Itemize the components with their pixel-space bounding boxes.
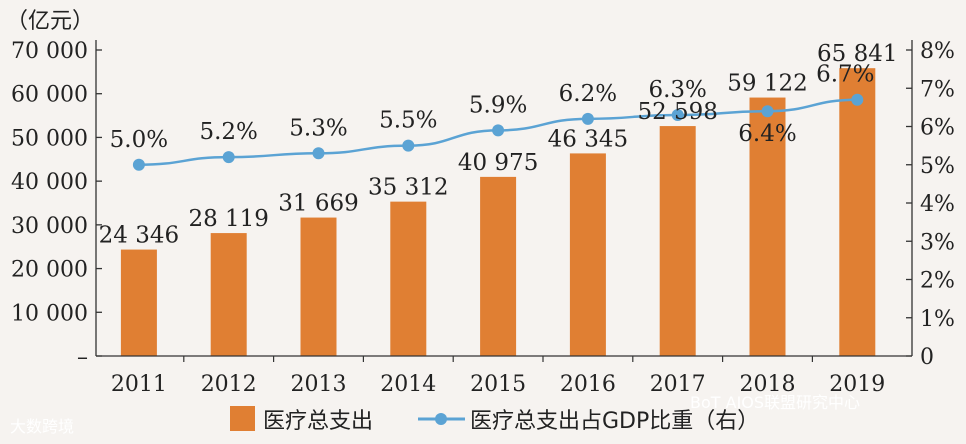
left-axis-unit-label: （亿元） [6, 9, 94, 34]
bar-value-label: 28 119 [188, 206, 268, 232]
x-tick-label: 2012 [201, 372, 257, 397]
gdp-ratio-label: 5.3% [289, 115, 347, 141]
gdp-ratio-line-layer [132, 93, 864, 171]
x-tick-label: 2016 [560, 372, 616, 397]
legend-bar-label: 医疗总支出 [263, 409, 373, 434]
gdp-ratio-point-2018 [761, 105, 774, 118]
right-tick-label: 5% [920, 154, 955, 179]
bar-value-label: 52 598 [637, 99, 717, 125]
x-tick-label: 2015 [470, 372, 526, 397]
right-tick-label: 2% [920, 269, 955, 294]
bar-2015 [480, 176, 517, 356]
watermark-right: BoT AIOS联盟研究中心 [690, 393, 860, 412]
bar-2011 [120, 249, 157, 356]
bar-value-label: 31 669 [278, 191, 358, 217]
bar-value-label: 40 975 [458, 150, 538, 176]
bar-value-label: 35 312 [368, 175, 448, 201]
left-tick-label: 60 000 [11, 83, 88, 108]
gdp-ratio-point-2014 [402, 139, 415, 152]
gdp-ratio-point-2019 [851, 93, 864, 106]
left-tick-label: 30 000 [11, 214, 88, 239]
left-tick-label: 70 000 [11, 39, 88, 64]
bar-2017 [659, 126, 696, 357]
right-tick-label: 3% [920, 230, 955, 255]
bar-value-label: 59 122 [727, 71, 807, 97]
right-tick-label: 1% [920, 307, 955, 332]
gdp-ratio-point-2017 [671, 109, 684, 122]
legend-bar-swatch [230, 406, 255, 431]
gdp-ratio-label: 5.2% [199, 119, 257, 145]
x-tick-label: 2017 [650, 372, 706, 397]
left-tick-label: – [77, 345, 88, 370]
right-tick-label: 8% [920, 39, 955, 64]
x-tick-label: 2019 [829, 372, 885, 397]
left-tick-label: 10 000 [11, 301, 88, 326]
gdp-ratio-label: 6.2% [559, 81, 617, 107]
bar-value-label: 65 841 [817, 41, 897, 67]
gdp-ratio-point-2011 [132, 158, 145, 171]
right-tick-label: 4% [920, 192, 955, 217]
gdp-ratio-label: 5.5% [379, 108, 437, 134]
labels-layer: 24 346 28 119 31 669 35 312 40 975 46 345 52 5… [99, 41, 898, 248]
gdp-ratio-label: 6.4% [738, 121, 796, 147]
left-tick-label: 40 000 [11, 170, 88, 195]
gdp-ratio-label: 5.9% [469, 92, 527, 118]
gdp-ratio-label: 5.0% [110, 127, 168, 153]
bar-2013 [300, 217, 337, 356]
bars-layer [120, 68, 876, 357]
legend: 医疗总支出 医疗总支出占GDP比重（右） [230, 406, 759, 434]
x-tick-label: 2018 [740, 372, 796, 397]
x-tick-label: 2011 [111, 372, 167, 397]
gdp-ratio-point-2013 [312, 147, 325, 160]
legend-line-marker [435, 413, 447, 425]
bar-2016 [569, 153, 606, 356]
bar-value-label: 46 345 [548, 126, 628, 152]
right-tick-label: 7% [920, 77, 955, 102]
axes-layer: – 10 000 20 000 30 000 40 000 50 000 60 000 70 … [11, 39, 955, 397]
x-tick-label: 2013 [291, 372, 347, 397]
gdp-ratio-point-2015 [492, 124, 505, 137]
right-tick-label: 0 [920, 345, 934, 370]
left-tick-label: 50 000 [11, 126, 88, 151]
x-tick-label: 2014 [380, 372, 436, 397]
gdp-ratio-label: 6.3% [648, 77, 706, 103]
right-tick-label: 6% [920, 116, 955, 141]
bar-2019 [839, 68, 876, 356]
legend-line-label: 医疗总支出占GDP比重（右） [470, 409, 759, 434]
watermark-left: 大数跨境 [10, 417, 74, 436]
bar-2012 [210, 233, 247, 356]
bar-2014 [390, 201, 427, 356]
gdp-ratio-label: 6.7% [816, 62, 874, 88]
left-tick-label: 20 000 [11, 258, 88, 283]
gdp-ratio-point-2016 [581, 112, 594, 125]
gdp-ratio-point-2012 [222, 151, 235, 164]
bar-2018 [749, 97, 786, 356]
bar-value-label: 24 346 [99, 223, 179, 249]
